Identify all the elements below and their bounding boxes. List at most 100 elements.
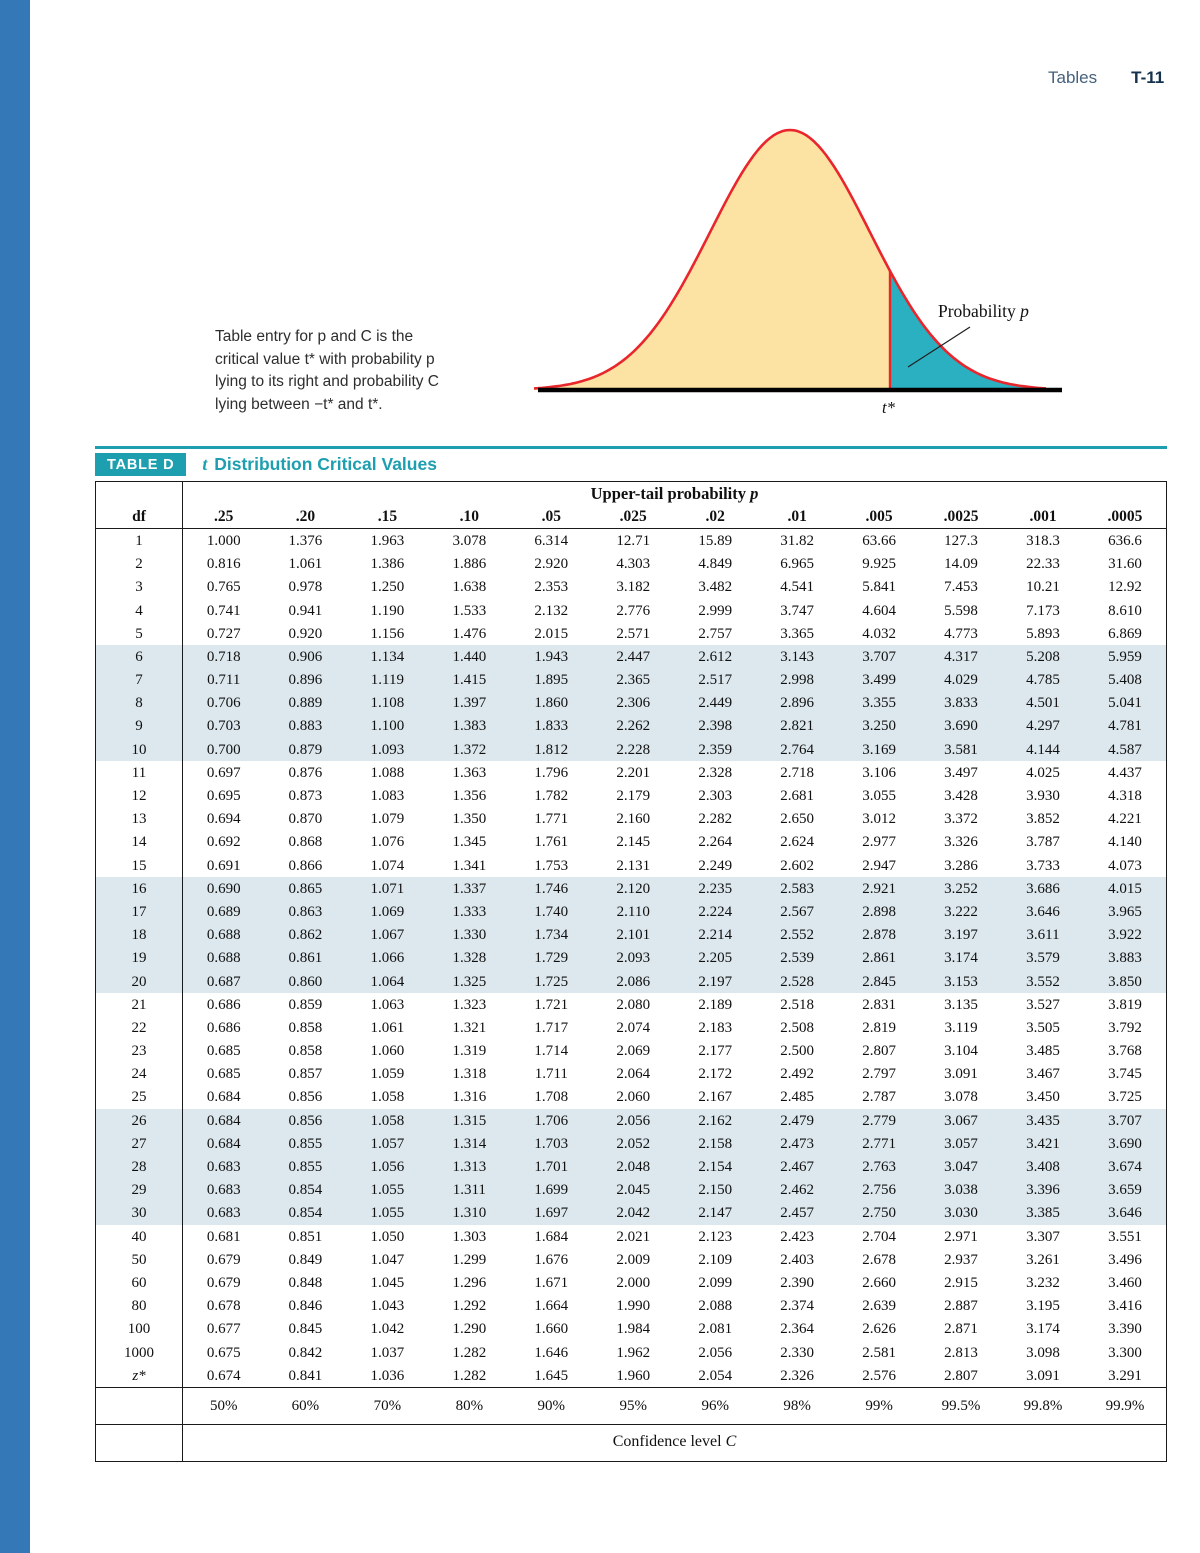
- t-value-cell: 1.333: [428, 900, 511, 924]
- p-column-header: .0005: [1083, 505, 1166, 530]
- t-value-cell: 2.060: [616, 1089, 651, 1106]
- t-value-cell: 63.66: [862, 532, 896, 549]
- t-value-cell: 2.447: [592, 645, 675, 669]
- t-value-cell: 1.341: [452, 857, 487, 874]
- confidence-level-cell: 60%: [264, 1387, 347, 1425]
- t-value-cell: 2.449: [674, 691, 757, 715]
- table-title-bar: TABLE D t Distribution Critical Values: [95, 446, 1167, 481]
- t-value-cell: 1.645: [534, 1367, 569, 1384]
- t-value-cell: 3.078: [944, 1089, 978, 1106]
- df-cell: 5: [96, 622, 183, 646]
- t-value-cell: 3.091: [1026, 1367, 1060, 1384]
- t-value-cell: 3.385: [1002, 1201, 1084, 1225]
- p-column-header: .0025: [920, 505, 1003, 530]
- t-table-row: 20 0.687 0.860 1.064 1.325 1.725 2.086 2.197 2.5…: [96, 969, 1166, 994]
- t-value-cell: 2.887: [944, 1298, 978, 1315]
- t-value-cell: 2.779: [838, 1109, 921, 1133]
- t-value-cell: 3.291: [1108, 1367, 1142, 1384]
- df-cell: 10: [96, 738, 183, 762]
- t-table-row: 16 0.690 0.865 1.071 1.337 1.746 2.120 2.235 2.5…: [96, 877, 1166, 901]
- t-value-cell: 2.365: [592, 668, 675, 692]
- t-value-cell: 318.3: [1026, 532, 1060, 549]
- t-value-cell: 2.328: [698, 764, 733, 781]
- t-value-cell: 3.659: [1083, 1178, 1166, 1202]
- t-value-cell: 2.552: [756, 923, 839, 947]
- t-value-cell: 2.861: [838, 946, 921, 970]
- t-value-cell: 5.893: [1026, 625, 1060, 642]
- t-value-cell: 2.467: [756, 1155, 839, 1179]
- t-value-cell: 0.674: [206, 1367, 241, 1384]
- p-column-header: .10: [428, 505, 511, 530]
- t-value-cell: 1.063: [370, 996, 405, 1013]
- t-value-cell: 2.571: [616, 625, 651, 642]
- t-value-cell: 3.497: [944, 764, 978, 781]
- t-value-cell: 2.398: [674, 714, 757, 739]
- t-value-cell: 2.306: [592, 691, 675, 715]
- running-head: Tables T-11: [1048, 68, 1164, 88]
- t-value-cell: 1.282: [452, 1367, 487, 1384]
- df-cell: 22: [96, 1016, 183, 1040]
- t-value-cell: 2.650: [780, 811, 815, 828]
- t-value-cell: 2.353: [534, 579, 569, 596]
- t-value-cell: 1.047: [370, 1251, 405, 1268]
- t-value-cell: 7.173: [1026, 602, 1060, 619]
- t-value-cell: 5.408: [1083, 668, 1166, 692]
- t-value-cell: 3.286: [944, 857, 978, 874]
- t-value-cell: 1.725: [510, 969, 593, 994]
- t-value-cell: 10.21: [1026, 579, 1060, 596]
- t-value-cell: 1.315: [428, 1109, 511, 1133]
- distribution-figure: Probability p t*: [520, 105, 1080, 435]
- t-value-cell: 1.376: [288, 532, 323, 549]
- t-value-cell: 1.372: [428, 738, 511, 762]
- t-value-cell: 2.518: [780, 996, 815, 1013]
- t-value-cell: 1.290: [452, 1321, 487, 1338]
- t-value-cell: 1.943: [510, 645, 593, 669]
- page-edge-accent-bar: [0, 0, 30, 1553]
- t-value-cell: 2.093: [592, 946, 675, 970]
- t-value-cell: 0.855: [264, 1155, 347, 1179]
- t-value-cell: 2.167: [698, 1089, 733, 1106]
- t-value-cell: 0.851: [288, 1228, 323, 1245]
- t-value-cell: 0.863: [264, 900, 347, 924]
- t-value-cell: 3.396: [1002, 1178, 1084, 1202]
- t-value-cell: 1.119: [346, 668, 429, 692]
- t-value-cell: 3.552: [1002, 969, 1084, 994]
- t-value-cell: 0.675: [206, 1344, 241, 1361]
- t-value-cell: 0.765: [206, 579, 241, 596]
- t-value-cell: 1.050: [370, 1228, 405, 1245]
- t-value-cell: 0.683: [182, 1201, 265, 1225]
- t-value-cell: 2.821: [756, 714, 839, 739]
- t-value-cell: 0.845: [288, 1321, 323, 1338]
- t-value-cell: 3.852: [1026, 811, 1060, 828]
- t-value-cell: 0.856: [288, 1089, 323, 1106]
- t-value-cell: 1.055: [346, 1201, 429, 1225]
- t-value-cell: 1.045: [370, 1274, 405, 1291]
- t-value-cell: 2.977: [862, 834, 896, 851]
- t-value-cell: 1.061: [288, 556, 323, 573]
- t-value-cell: 0.700: [182, 738, 265, 762]
- t-value-cell: 4.297: [1002, 714, 1084, 739]
- t-value-cell: 2.457: [756, 1201, 839, 1225]
- t-value-cell: 1.190: [370, 602, 405, 619]
- t-value-cell: 2.262: [592, 714, 675, 739]
- t-value-cell: 0.684: [206, 1089, 241, 1106]
- t-value-cell: 3.527: [1026, 996, 1060, 1013]
- t-value-cell: 2.052: [592, 1132, 675, 1156]
- t-value-cell: 2.064: [616, 1066, 651, 1083]
- t-value-cell: 3.611: [1002, 923, 1084, 947]
- t-value-cell: 3.098: [1026, 1344, 1060, 1361]
- t-value-cell: 3.792: [1108, 1019, 1142, 1036]
- confidence-level-cell: 99%: [838, 1387, 921, 1425]
- t-value-cell: 3.222: [920, 900, 1003, 924]
- t-value-cell: 1.383: [428, 714, 511, 739]
- confidence-level-cell: 99.5%: [920, 1387, 1003, 1425]
- t-value-cell: 2.639: [862, 1298, 896, 1315]
- t-table-row: 27 0.684 0.855 1.057 1.314 1.703 2.052 2.158 2.4…: [96, 1132, 1166, 1156]
- t-value-cell: 3.707: [1083, 1109, 1166, 1133]
- t-value-cell: 2.508: [780, 1019, 815, 1036]
- t-value-cell: 0.860: [264, 969, 347, 994]
- t-value-cell: 0.678: [206, 1298, 241, 1315]
- t-value-cell: 2.364: [780, 1321, 815, 1338]
- t-value-cell: 0.683: [182, 1178, 265, 1202]
- t-table-row: 22 0.686 0.858 1.061 1.321 1.717 2.074 2.183 2.5…: [96, 1016, 1166, 1040]
